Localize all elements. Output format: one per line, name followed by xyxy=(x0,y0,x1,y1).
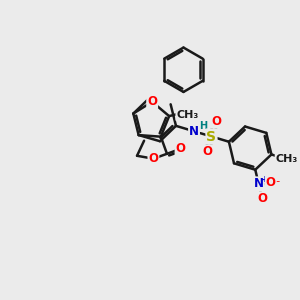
Text: CH₃: CH₃ xyxy=(176,110,199,120)
Text: O: O xyxy=(257,192,267,205)
Text: N: N xyxy=(254,177,264,190)
Text: O: O xyxy=(176,142,185,155)
Text: H: H xyxy=(199,121,207,131)
Text: CH₃: CH₃ xyxy=(276,154,298,164)
Text: O: O xyxy=(202,145,212,158)
Text: O: O xyxy=(266,176,276,189)
Text: O: O xyxy=(211,115,221,128)
Text: O: O xyxy=(147,95,157,108)
Text: S: S xyxy=(206,130,217,143)
Text: +: + xyxy=(261,175,269,184)
Text: −: − xyxy=(272,178,280,188)
Text: N: N xyxy=(189,125,199,138)
Text: O: O xyxy=(148,152,158,165)
